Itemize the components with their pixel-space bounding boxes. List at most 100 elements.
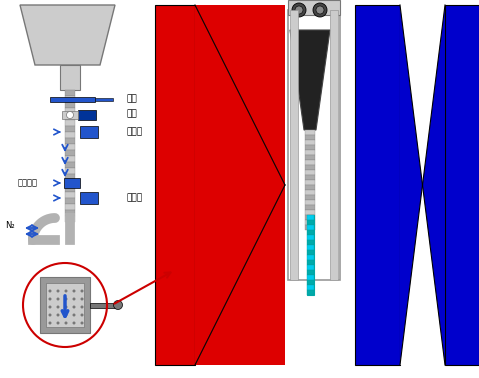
Circle shape	[65, 305, 68, 308]
Circle shape	[295, 6, 303, 14]
Bar	[95, 98, 113, 101]
Circle shape	[48, 290, 52, 293]
Bar	[60, 65, 80, 90]
Bar	[288, 10, 340, 280]
Circle shape	[57, 305, 59, 308]
Bar	[65, 120, 75, 126]
Bar	[65, 96, 75, 102]
Bar	[65, 132, 75, 138]
Bar	[65, 198, 75, 204]
Bar	[50, 97, 95, 102]
Circle shape	[57, 290, 59, 293]
Text: 진동자: 진동자	[127, 194, 143, 203]
Bar	[445, 5, 479, 365]
Bar	[355, 5, 400, 365]
Circle shape	[65, 313, 68, 316]
Text: 진동자: 진동자	[127, 127, 143, 136]
Circle shape	[292, 3, 306, 17]
Bar	[65, 126, 75, 132]
Circle shape	[72, 297, 76, 301]
Bar	[90, 302, 118, 307]
Bar	[65, 108, 75, 114]
Bar	[305, 150, 315, 155]
Polygon shape	[400, 185, 445, 365]
Polygon shape	[195, 5, 285, 185]
Polygon shape	[20, 5, 115, 65]
Bar	[305, 220, 315, 225]
Bar	[307, 215, 314, 220]
Bar	[65, 144, 75, 150]
Circle shape	[80, 305, 83, 308]
Bar	[288, 10, 340, 280]
Bar	[307, 255, 314, 260]
Bar	[65, 210, 75, 216]
Circle shape	[72, 305, 76, 308]
Polygon shape	[400, 5, 445, 185]
Bar	[305, 165, 315, 170]
Circle shape	[72, 313, 76, 316]
Bar	[305, 155, 315, 160]
Bar	[305, 130, 315, 135]
Circle shape	[313, 3, 327, 17]
Bar	[65, 138, 75, 144]
Bar	[155, 5, 195, 365]
Bar	[305, 215, 315, 220]
Bar	[307, 280, 314, 285]
Bar	[305, 175, 315, 180]
Text: 근접센서: 근접센서	[18, 178, 38, 187]
Bar	[288, 0, 340, 15]
Bar	[65, 186, 75, 192]
Bar	[305, 170, 315, 175]
Bar	[307, 285, 314, 290]
Bar	[65, 180, 75, 186]
Polygon shape	[195, 5, 285, 185]
Polygon shape	[195, 185, 285, 365]
Bar	[307, 225, 314, 230]
Bar	[305, 180, 315, 185]
Bar	[305, 145, 315, 150]
Circle shape	[114, 301, 123, 310]
Circle shape	[57, 297, 59, 301]
Circle shape	[80, 322, 83, 324]
Bar	[65, 156, 75, 162]
Bar	[46, 283, 84, 327]
Circle shape	[72, 322, 76, 324]
Circle shape	[65, 297, 68, 301]
Bar	[307, 230, 314, 235]
Circle shape	[48, 313, 52, 316]
Circle shape	[80, 313, 83, 316]
Circle shape	[80, 290, 83, 293]
Bar	[40, 277, 90, 333]
Bar	[65, 102, 75, 108]
Bar	[80, 126, 98, 138]
Bar	[305, 225, 315, 230]
Bar	[307, 235, 314, 240]
Bar	[307, 275, 314, 280]
Bar	[305, 140, 315, 145]
Bar	[307, 240, 314, 245]
Bar	[305, 190, 315, 195]
Bar	[307, 260, 314, 265]
Bar	[62, 111, 78, 119]
Bar	[80, 192, 98, 204]
Bar	[305, 205, 315, 210]
Circle shape	[80, 297, 83, 301]
Bar	[64, 178, 80, 188]
Text: N₂: N₂	[5, 222, 15, 231]
Bar	[290, 10, 298, 280]
Circle shape	[48, 297, 52, 301]
Bar	[307, 270, 314, 275]
Circle shape	[48, 305, 52, 308]
Bar	[65, 162, 75, 168]
Bar	[305, 200, 315, 205]
Bar	[65, 174, 75, 180]
Circle shape	[72, 290, 76, 293]
Bar	[65, 90, 75, 96]
Text: 밸브: 밸브	[127, 94, 138, 104]
Bar	[307, 265, 314, 270]
Circle shape	[316, 6, 324, 14]
Polygon shape	[195, 185, 285, 365]
Bar	[305, 195, 315, 200]
Bar	[307, 290, 314, 295]
Bar	[78, 110, 96, 120]
